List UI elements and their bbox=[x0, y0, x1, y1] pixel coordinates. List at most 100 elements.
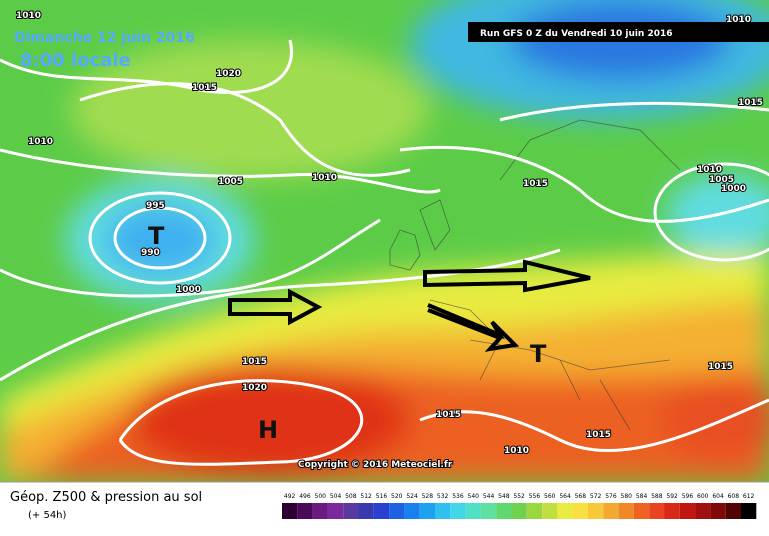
isobar-label: 1020 bbox=[242, 383, 267, 393]
isobar-label: 1010 bbox=[697, 165, 722, 175]
scale-swatch bbox=[710, 503, 726, 519]
scale-label: 588 bbox=[651, 493, 663, 500]
scale-label: 536 bbox=[452, 493, 464, 500]
scale-swatch bbox=[389, 503, 405, 519]
isobar-label: 990 bbox=[141, 248, 160, 258]
scale-label: 596 bbox=[682, 493, 694, 500]
scale-swatch bbox=[282, 503, 298, 519]
isobar-label: 1015 bbox=[586, 430, 611, 440]
isobar-label: 1015 bbox=[708, 362, 733, 372]
scale-swatch bbox=[542, 503, 558, 519]
scale-swatch bbox=[511, 503, 527, 519]
legend-subtitle: (+ 54h) bbox=[28, 510, 67, 521]
isobar-label: 1000 bbox=[721, 184, 746, 194]
scale-label: 612 bbox=[743, 493, 755, 500]
scale-label: 600 bbox=[697, 493, 709, 500]
scale-label: 548 bbox=[498, 493, 510, 500]
scale-label: 560 bbox=[544, 493, 556, 500]
isobar-label: 1010 bbox=[726, 15, 751, 25]
scale-label: 496 bbox=[299, 493, 311, 500]
scale-swatch bbox=[618, 503, 634, 519]
legend-title: Géop. Z500 & pression au sol bbox=[10, 490, 202, 505]
scale-swatch bbox=[695, 503, 711, 519]
run-box bbox=[468, 22, 769, 42]
scale-swatch bbox=[465, 503, 481, 519]
scale-swatch bbox=[741, 503, 757, 519]
scale-label: 504 bbox=[330, 493, 342, 500]
scale-swatch bbox=[588, 503, 604, 519]
isobar-label: 1005 bbox=[218, 177, 243, 187]
scale-swatch bbox=[312, 503, 328, 519]
scale-swatch bbox=[572, 503, 588, 519]
scale-label: 500 bbox=[315, 493, 327, 500]
isobar-label: 1020 bbox=[216, 69, 241, 79]
copyright: Copyright © 2016 Meteociel.fr bbox=[298, 460, 453, 470]
scale-label: 520 bbox=[391, 493, 403, 500]
isobar-label: 1015 bbox=[738, 98, 763, 108]
scale-swatch bbox=[450, 503, 466, 519]
scale-label: 516 bbox=[376, 493, 388, 500]
scale-swatch bbox=[526, 503, 543, 519]
scale-label: 508 bbox=[345, 493, 357, 500]
scale-swatch bbox=[297, 503, 313, 519]
isobar-label: 1015 bbox=[436, 410, 461, 420]
scale-swatch bbox=[358, 503, 374, 519]
isobar-label: 1010 bbox=[312, 173, 337, 183]
scale-label: 608 bbox=[728, 493, 740, 500]
date: Dimanche 12 juin 2016 bbox=[14, 30, 195, 46]
scale-label: 552 bbox=[513, 493, 525, 500]
scale-swatch bbox=[633, 503, 650, 519]
isobars bbox=[0, 39, 769, 466]
color-scale: 492 496 500 504 508 512 516 520 524 528 532 536 540 5… bbox=[282, 493, 757, 519]
scale-swatch bbox=[343, 503, 359, 519]
pressure-center: T bbox=[530, 340, 547, 368]
scale-swatch bbox=[404, 503, 420, 519]
pressure-center: T bbox=[148, 222, 165, 250]
scale-label: 524 bbox=[406, 493, 418, 500]
scale-swatch bbox=[327, 503, 344, 519]
scale-label: 512 bbox=[360, 493, 372, 500]
isobar-label: 1015 bbox=[192, 83, 217, 93]
scale-label: 492 bbox=[284, 493, 296, 500]
scale-swatch bbox=[664, 503, 680, 519]
coastlines bbox=[389, 119, 681, 431]
scale-label: 584 bbox=[636, 493, 648, 500]
scale-swatch bbox=[480, 503, 497, 519]
time: 8:00 locale bbox=[20, 50, 131, 71]
isobar-label: 1010 bbox=[16, 11, 41, 21]
isobar-label: 1010 bbox=[28, 137, 53, 147]
scale-label: 580 bbox=[621, 493, 633, 500]
field bbox=[0, 0, 769, 482]
scale-swatch bbox=[496, 503, 512, 519]
isobar-label: 995 bbox=[146, 201, 165, 211]
scale-label: 592 bbox=[666, 493, 678, 500]
scale-label: 528 bbox=[422, 493, 434, 500]
scale-swatch bbox=[435, 503, 451, 519]
scale-swatch bbox=[419, 503, 435, 519]
scale-swatch bbox=[557, 503, 573, 519]
isobar-label: 1015 bbox=[242, 357, 267, 367]
scale-label: 540 bbox=[468, 493, 480, 500]
scale-label: 572 bbox=[590, 493, 602, 500]
scale-swatch bbox=[603, 503, 619, 519]
scale-label: 576 bbox=[605, 493, 617, 500]
scale-swatch bbox=[679, 503, 696, 519]
isobar-label: 1005 bbox=[709, 175, 734, 185]
scale-swatch bbox=[725, 503, 741, 519]
scale-label: 604 bbox=[712, 493, 724, 500]
scale-label: 544 bbox=[483, 493, 495, 500]
arrows bbox=[228, 259, 591, 352]
run-info: Run GFS 0 Z du Vendredi 10 juin 2016 bbox=[480, 29, 673, 39]
scale-label: 568 bbox=[575, 493, 587, 500]
scale-label: 564 bbox=[559, 493, 571, 500]
pressure-center: H bbox=[258, 416, 278, 444]
scale-swatch bbox=[649, 503, 665, 519]
scale-label: 556 bbox=[529, 493, 541, 500]
isobar-label: 1010 bbox=[504, 446, 529, 456]
scale-label: 532 bbox=[437, 493, 449, 500]
isobar-label: 1015 bbox=[523, 179, 548, 189]
scale-swatch bbox=[373, 503, 390, 519]
